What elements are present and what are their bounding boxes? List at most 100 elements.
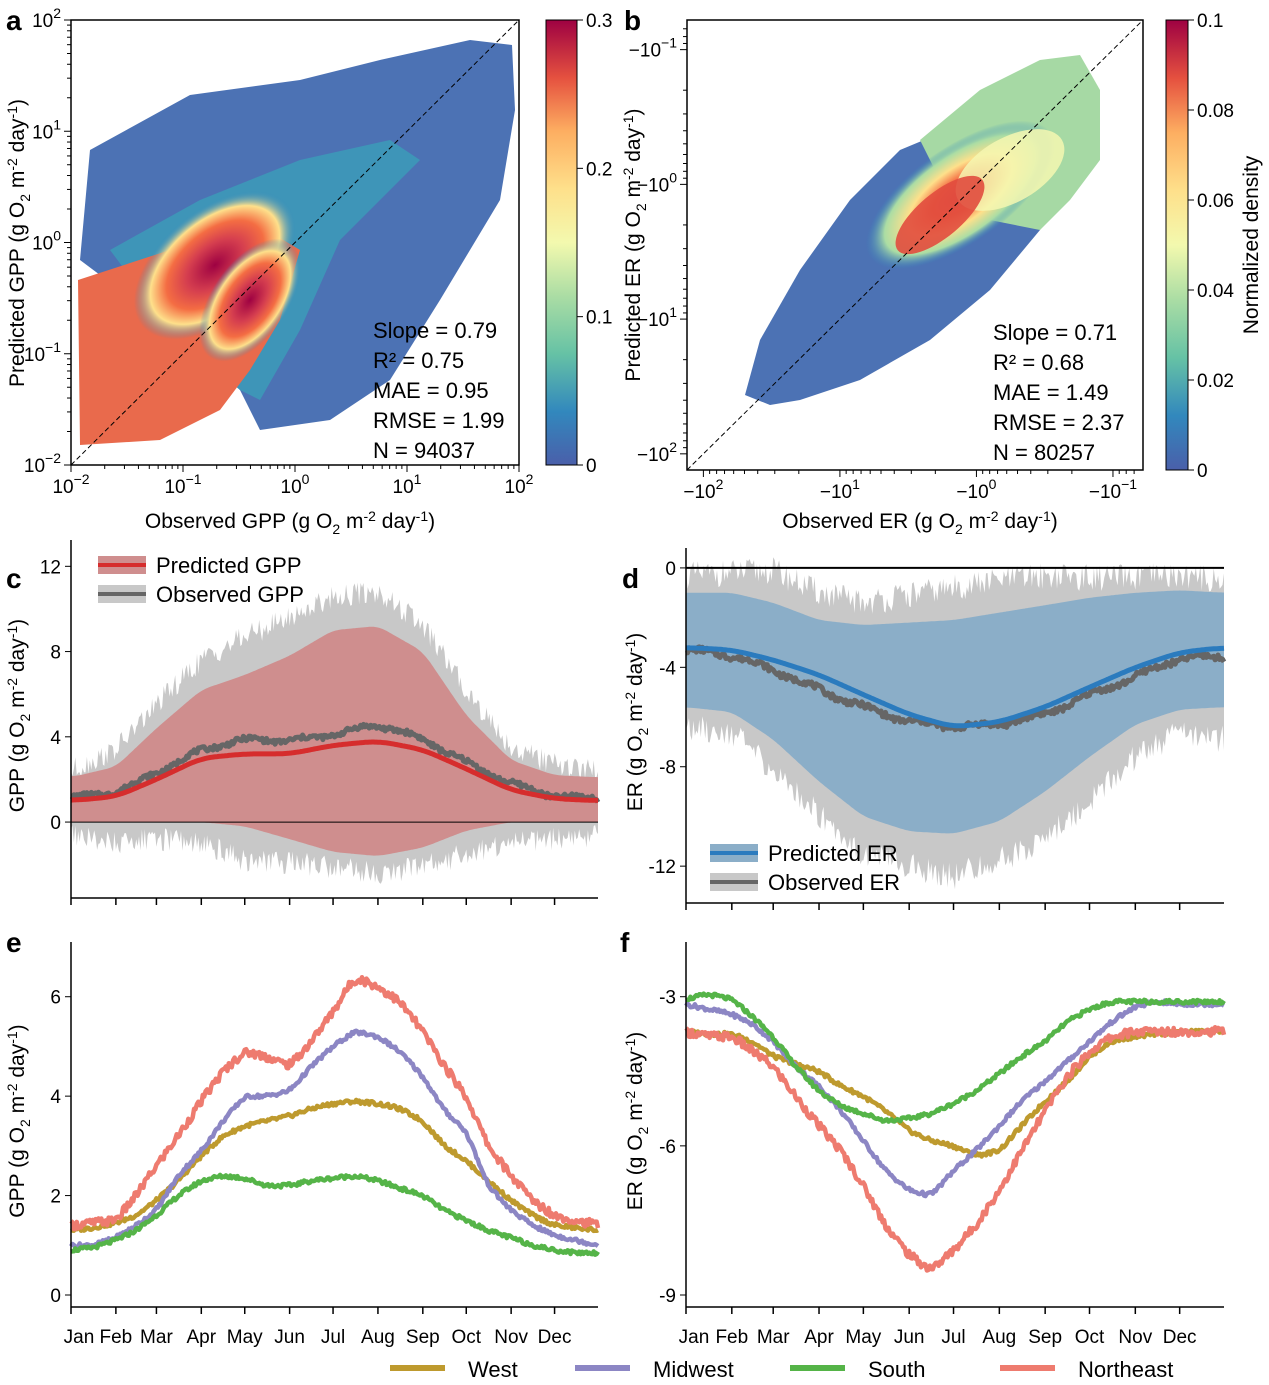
x-tick-label-f: Mar: [757, 1327, 790, 1348]
x-tick-label-e: Dec: [538, 1327, 572, 1348]
x-tick-label-e: Jan: [64, 1327, 95, 1348]
stat-line-b: N = 80257: [993, 440, 1095, 465]
x-tick-label-f: May: [845, 1327, 881, 1348]
x-tick-label-a: 102: [505, 471, 534, 498]
x-tick-label-b: −102: [683, 476, 723, 503]
x-tick-label-e: Feb: [100, 1327, 133, 1348]
mean-line-observed-gpp: [69, 721, 601, 804]
stats-box-b: Slope = 0.71 R² = 0.68 MAE = 1.49 RMSE = 2.…: [993, 320, 1124, 465]
y-tick-label-f: -3: [659, 988, 676, 1009]
y-tick-label-a: 102: [32, 5, 61, 32]
panel-label-f: f: [620, 927, 630, 958]
y-tick-label-c: 0: [50, 813, 61, 834]
stat-line-b: Slope = 0.71: [993, 320, 1117, 345]
x-tick-label-e: Sep: [406, 1327, 440, 1348]
x-tick-label-a: 10−2: [52, 471, 89, 498]
legend-label: Observed GPP: [156, 582, 304, 607]
legend-label-south: South: [868, 1357, 926, 1382]
y-tick-label-e: 6: [50, 988, 61, 1009]
mean-line-predicted-er: [685, 645, 1225, 729]
legend-label: Predicted ER: [768, 841, 898, 866]
legend-label-midwest: Midwest: [653, 1357, 734, 1382]
panel-d: d Predicted ER Observed ER 0 -4 -8 -12 ER (g O2…: [622, 548, 1227, 910]
panel-label-b: b: [624, 5, 641, 36]
y-tick-label-c: 12: [40, 557, 61, 578]
x-tick-label-f: Dec: [1163, 1327, 1197, 1348]
one-to-one-line-a: [70, 19, 520, 466]
stat-line-a: RMSE = 1.99: [373, 408, 504, 433]
colorbar-ticks-b: 0 0.02 0.04 0.06 0.08 0.1: [1188, 11, 1234, 482]
colorbar-tick-label-b: 0: [1197, 461, 1208, 482]
legend-label: Predicted GPP: [156, 553, 302, 578]
x-tick-label-f: Feb: [715, 1327, 748, 1348]
y-tick-label-a: 100: [32, 228, 61, 255]
legend-label: Observed ER: [768, 870, 900, 895]
series-line-south: [70, 1172, 600, 1257]
panel-b: b −102 −101 −100 −10−1 −102 −101 −100 −10−1 Obs…: [620, 5, 1263, 537]
x-tick-label-b: −10−1: [1089, 476, 1137, 503]
series-line-south: [685, 991, 1226, 1124]
y-axis-label-e: GPP (g O2 m-2 day-1): [4, 1024, 33, 1217]
colorbar-tick-label-a: 0.2: [586, 159, 612, 180]
mean-line-predicted-gpp: [69, 739, 600, 803]
x-tick-label-f: Aug: [982, 1327, 1016, 1348]
series-line-midwest: [69, 1028, 600, 1250]
y-tick-label-e: 2: [50, 1187, 61, 1208]
x-tick-label-b: −100: [956, 476, 996, 503]
y-axis-label-a: Predicted GPP (g O2 m-2 day-1): [4, 99, 33, 387]
mean-line-observed-er: [685, 644, 1227, 733]
band-predicted-er: [686, 590, 1224, 834]
x-tick-label-e: Nov: [494, 1327, 528, 1348]
y-axis-label-d: ER (g O2 m-2 day-1): [622, 633, 651, 812]
y-axis-label-b: Predicted ER (g O2 m-2 day-1): [620, 108, 649, 381]
y-tick-label-c: 4: [50, 728, 61, 749]
axis-ticks-a: 10−2 10−1 100 101 102 10−2 10−1 100 101 102: [24, 5, 534, 498]
x-tick-label-a: 10−1: [164, 471, 201, 498]
x-tick-label-f: Apr: [804, 1327, 834, 1348]
x-tick-label-f: Jan: [679, 1327, 710, 1348]
x-tick-label-e: May: [227, 1327, 263, 1348]
colorbar-tick-label-a: 0.3: [586, 11, 612, 32]
panel-label-c: c: [6, 563, 22, 594]
y-tick-label-d: -12: [649, 857, 676, 878]
y-tick-label-a: 101: [32, 116, 61, 143]
y-tick-label-b: −101: [637, 304, 677, 331]
stat-line-a: N = 94037: [373, 438, 475, 463]
panel-e: e 0 2 4 6 Jan Feb Mar Apr May Jun Jul Aug Sep Oct Nov De…: [4, 927, 601, 1348]
series-line-northeast: [684, 1024, 1227, 1273]
x-tick-label-e: Aug: [361, 1327, 395, 1348]
x-tick-label-f: Oct: [1075, 1327, 1105, 1348]
y-axis-label-f: ER (g O2 m-2 day-1): [622, 1032, 651, 1211]
y-tick-label-c: 8: [50, 643, 61, 664]
series-line-west: [685, 1027, 1225, 1159]
x-tick-label-e: Apr: [187, 1327, 217, 1348]
y-tick-label-b: −100: [637, 169, 677, 196]
y-axis-label-c: GPP (g O2 m-2 day-1): [4, 619, 33, 812]
y-tick-label-f: -9: [659, 1286, 676, 1307]
stat-line-a: R² = 0.75: [373, 348, 464, 373]
y-tick-label-a: 10−2: [24, 450, 61, 477]
x-tick-label-e: Jul: [321, 1327, 345, 1348]
colorbar-tick-label-a: 0.1: [586, 308, 612, 329]
colorbar-tick-label-b: 0.06: [1197, 191, 1234, 212]
x-tick-label-f: Sep: [1028, 1327, 1062, 1348]
region-legend: West Midwest South Northeast: [390, 1357, 1173, 1382]
stat-line-a: Slope = 0.79: [373, 318, 497, 343]
x-tick-label-e: Jun: [274, 1327, 305, 1348]
stat-line-b: MAE = 1.49: [993, 380, 1109, 405]
stat-line-b: RMSE = 2.37: [993, 410, 1124, 435]
panel-label-e: e: [6, 927, 22, 958]
x-tick-label-f: Jul: [941, 1327, 965, 1348]
colorbar-tick-label-a: 0: [586, 456, 597, 477]
x-tick-label-e: Oct: [451, 1327, 481, 1348]
legend-label-west: West: [468, 1357, 518, 1382]
series-line-northeast: [69, 974, 601, 1232]
series-line-west: [69, 1097, 600, 1234]
panel-label-d: d: [622, 563, 639, 594]
colorbar-label-b: Normalized density: [1240, 155, 1263, 334]
density-core-a2: [199, 238, 301, 362]
density-peak-b: [895, 175, 985, 255]
colorbar-tick-label-b: 0.08: [1197, 101, 1234, 122]
colorbar-tick-label-b: 0.04: [1197, 281, 1234, 302]
